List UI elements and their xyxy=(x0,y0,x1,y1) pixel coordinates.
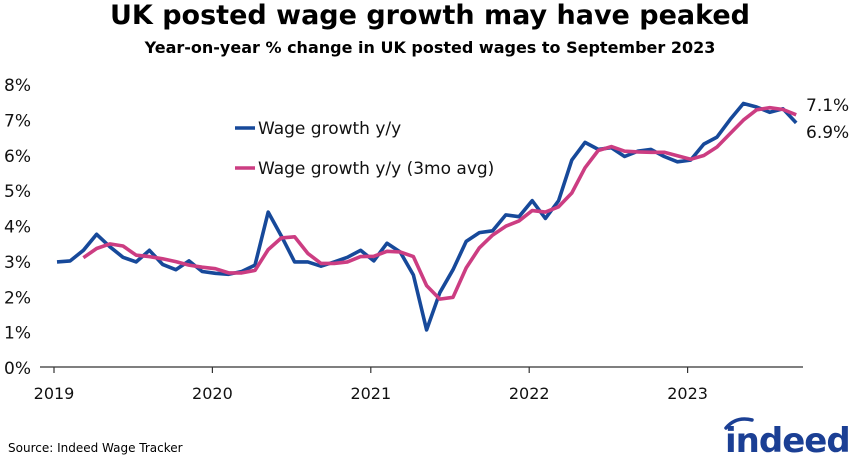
y-tick-label: 1% xyxy=(4,324,31,344)
y-tick-label: 7% xyxy=(4,111,31,131)
legend-label: Wage growth y/y xyxy=(258,119,401,139)
chart-title: UK posted wage growth may have peaked xyxy=(109,0,750,31)
y-tick-label: 2% xyxy=(4,288,31,308)
series-line-wage-growth-3mo-avg xyxy=(82,105,797,301)
x-tick-label: 2020 xyxy=(192,384,233,403)
y-tick-label: 4% xyxy=(4,218,31,238)
indeed-logo: indeed xyxy=(724,417,851,456)
y-tick-label: 3% xyxy=(4,253,31,273)
end-value-label: 7.1% xyxy=(806,96,849,116)
end-value-label: 6.9% xyxy=(806,123,849,143)
y-tick-label: 6% xyxy=(4,147,31,167)
x-tick-label: 2021 xyxy=(350,384,391,403)
y-tick-label: 8% xyxy=(4,76,31,96)
y-tick-label: 5% xyxy=(4,182,31,202)
chart-subtitle: Year-on-year % change in UK posted wages… xyxy=(144,38,716,57)
x-tick-label: 2022 xyxy=(509,384,550,403)
legend-label: Wage growth y/y (3mo avg) xyxy=(258,159,494,179)
x-tick-label: 2023 xyxy=(667,384,708,403)
x-tick-label: 2019 xyxy=(34,384,75,403)
series-line-wage-growth xyxy=(56,101,798,332)
y-tick-label: 0% xyxy=(4,359,31,379)
svg-text:indeed: indeed xyxy=(725,421,850,456)
source-note: Source: Indeed Wage Tracker xyxy=(8,441,183,455)
